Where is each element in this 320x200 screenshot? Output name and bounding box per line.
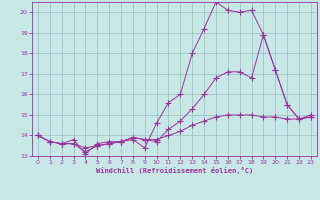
X-axis label: Windchill (Refroidissement éolien,°C): Windchill (Refroidissement éolien,°C): [96, 167, 253, 174]
